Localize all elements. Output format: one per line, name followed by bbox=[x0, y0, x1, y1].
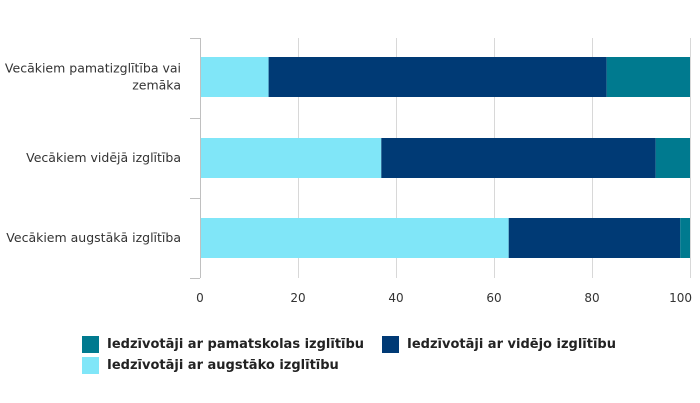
bar-1-series-2 bbox=[655, 138, 690, 178]
bar-2-series-0 bbox=[200, 218, 509, 258]
legend-item-secondary[interactable]: Iedzīvotāji ar vidējo izglītību bbox=[382, 336, 616, 353]
bar-0-series-0 bbox=[200, 57, 269, 97]
legend-swatch-basic bbox=[82, 336, 99, 353]
bar-1-series-0 bbox=[200, 138, 382, 178]
legend-item-basic[interactable]: Iedzīvotāji ar pamatskolas izglītību bbox=[82, 336, 364, 353]
bar-2-series-1 bbox=[508, 218, 681, 258]
x-tick-label-5: 100 bbox=[669, 291, 692, 305]
x-tick-label-2: 40 bbox=[388, 291, 403, 305]
x-tick-label-1: 20 bbox=[290, 291, 305, 305]
category-label-0-line-1: zemāka bbox=[132, 78, 181, 93]
legend-label-secondary: Iedzīvotāji ar vidējo izglītību bbox=[407, 337, 616, 352]
legend-item-higher[interactable]: Iedzīvotāji ar augstāko izglītību bbox=[82, 357, 339, 374]
category-label-0-line-0: Vecākiem pamatizglītība vai bbox=[5, 61, 181, 76]
category-label-1: Vecākiem vidējā izglītība bbox=[26, 150, 181, 165]
x-tick-label-3: 60 bbox=[486, 291, 501, 305]
legend-label-basic: Iedzīvotāji ar pamatskolas izglītību bbox=[107, 337, 365, 352]
bar-2-series-2 bbox=[680, 218, 690, 258]
category-label-2: Vecākiem augstākā izglītība bbox=[6, 230, 181, 245]
stacked-bar-chart: Vecākiem pamatizglītība vai zemāka Vecākie… bbox=[5, 38, 692, 305]
legend-label-higher: Iedzīvotāji ar augstāko izglītību bbox=[107, 358, 339, 373]
bar-0-series-2 bbox=[606, 57, 690, 97]
bar-0-series-1 bbox=[268, 57, 607, 97]
x-tick-label-4: 80 bbox=[584, 291, 599, 305]
x-tick-label-0: 0 bbox=[196, 291, 204, 305]
legend-swatch-secondary bbox=[382, 336, 399, 353]
legend-swatch-higher bbox=[82, 357, 99, 374]
bar-1-series-1 bbox=[381, 138, 656, 178]
